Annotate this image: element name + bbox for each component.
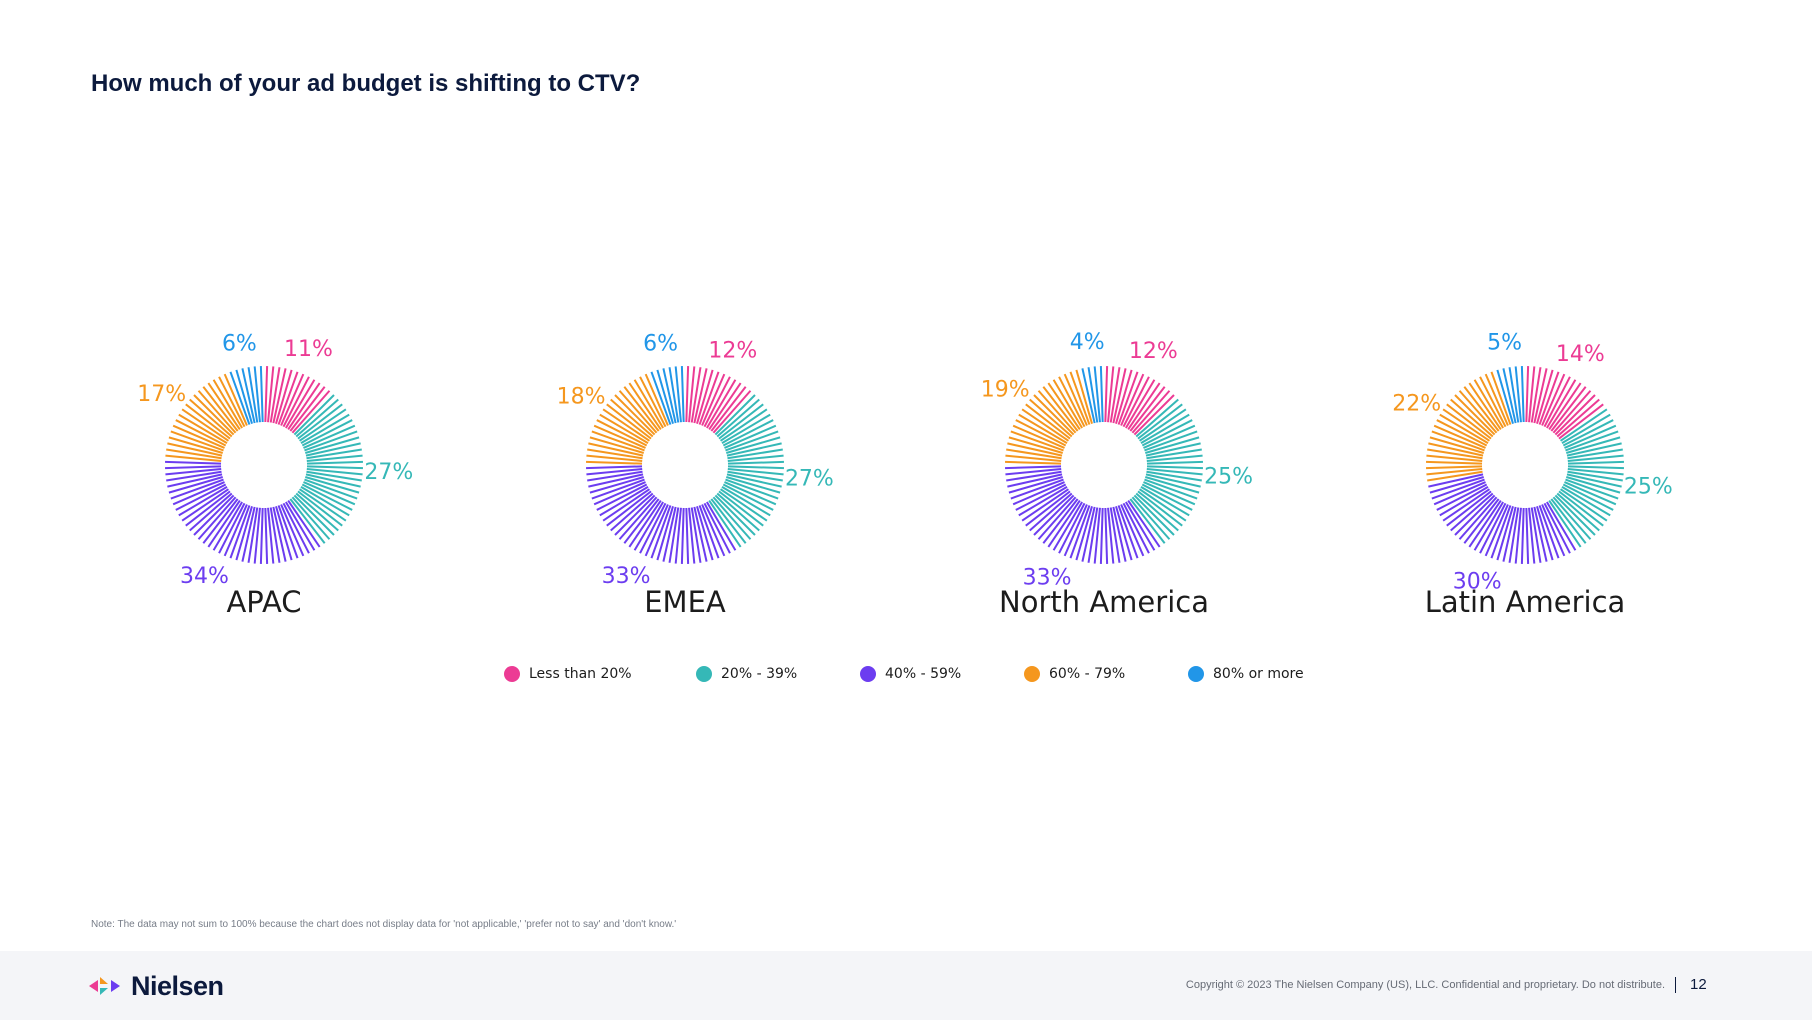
donut-segment: [685, 366, 752, 434]
data-label: 4%: [1070, 330, 1105, 355]
region-label: North America: [999, 585, 1209, 619]
legend-item: 80% or more: [1188, 662, 1304, 686]
data-label: 14%: [1556, 342, 1605, 367]
data-label: 12%: [1129, 339, 1178, 364]
data-label: 5%: [1487, 331, 1522, 356]
donut-segment: [1129, 398, 1203, 544]
donut-segment: [1428, 473, 1577, 564]
donut-segment: [1496, 366, 1525, 424]
data-label: 33%: [602, 564, 651, 589]
nielsen-mark-icon: [89, 977, 120, 995]
data-label: 12%: [708, 339, 757, 364]
data-label: 22%: [1392, 392, 1441, 417]
page-number: 12: [1690, 976, 1707, 993]
legend-label: 60% - 79%: [1049, 666, 1126, 682]
region-label: EMEA: [644, 585, 726, 619]
legend-label: 40% - 59%: [885, 666, 962, 682]
donut-segment: [165, 460, 321, 564]
donut-segment: [1548, 408, 1624, 548]
donut-segment: [1104, 366, 1175, 436]
region-label: Latin America: [1425, 585, 1626, 619]
legend-item: Less than 20%: [504, 662, 632, 686]
footer: Nielsen Copyright © 2023 The Nielsen Com…: [0, 951, 1812, 1020]
donut-segment: [1005, 465, 1161, 564]
logo-wordmark: Nielsen: [131, 970, 224, 1001]
legend-swatch: [1024, 666, 1040, 682]
donut-segment: [586, 373, 669, 465]
legend-label: Less than 20%: [529, 666, 632, 682]
region-label: APAC: [226, 585, 301, 619]
donut-segment: [650, 366, 685, 425]
footnote: Note: The data may not sum to 100% becau…: [91, 919, 677, 930]
data-label: 11%: [284, 337, 333, 362]
data-label: 25%: [1624, 474, 1673, 499]
donut-segment: [1005, 369, 1093, 465]
data-label: 17%: [137, 382, 186, 407]
legend-swatch: [1188, 666, 1204, 682]
donut-segment: [264, 366, 331, 434]
data-label: 6%: [643, 331, 678, 356]
donut-apac: 11% 27% 34% 17% 6% APAC: [137, 332, 413, 620]
copyright-text: Copyright © 2023 The Nielsen Company (US…: [1185, 979, 1665, 991]
donut-segment: [289, 394, 363, 544]
donut-segment: [1081, 366, 1104, 424]
data-label: 27%: [785, 466, 834, 491]
donut-segment: [165, 373, 248, 462]
donut-latin-america: 14% 25% 30% 22% 5% Latin America: [1392, 331, 1673, 619]
data-label: 33%: [1023, 565, 1072, 590]
nielsen-logo: Nielsen: [89, 970, 224, 1001]
legend-item: 20% - 39%: [696, 662, 797, 686]
data-label: 18%: [557, 385, 606, 410]
legend-item: 60% - 79%: [1024, 662, 1125, 686]
legend-swatch: [860, 666, 876, 682]
data-label: 19%: [981, 378, 1030, 403]
data-label: 30%: [1453, 570, 1502, 595]
legend-swatch: [696, 666, 712, 682]
data-label: 27%: [364, 460, 413, 485]
data-label: 34%: [180, 564, 229, 589]
donut-emea: 12% 27% 33% 18% 6% EMEA: [557, 331, 834, 619]
donut-segment: [708, 394, 784, 548]
page-title: How much of your ad budget is shifting t…: [91, 70, 641, 97]
donut-north-america: 12% 25% 33% 19% 4% North America: [981, 330, 1253, 619]
chart-legend: Less than 20% 20% - 39% 40% - 59% 60% - 79%…: [0, 662, 1812, 686]
legend-label: 20% - 39%: [721, 666, 798, 682]
footer-divider: [1675, 977, 1676, 993]
data-label: 25%: [1204, 465, 1253, 490]
donut-segment: [1426, 371, 1512, 482]
donut-segment: [229, 366, 264, 425]
legend-item: 40% - 59%: [860, 662, 961, 686]
data-label: 6%: [222, 332, 257, 357]
donut-segment: [586, 465, 737, 564]
legend-label: 80% or more: [1213, 666, 1304, 682]
donut-segment: [1525, 366, 1604, 440]
legend-swatch: [504, 666, 520, 682]
